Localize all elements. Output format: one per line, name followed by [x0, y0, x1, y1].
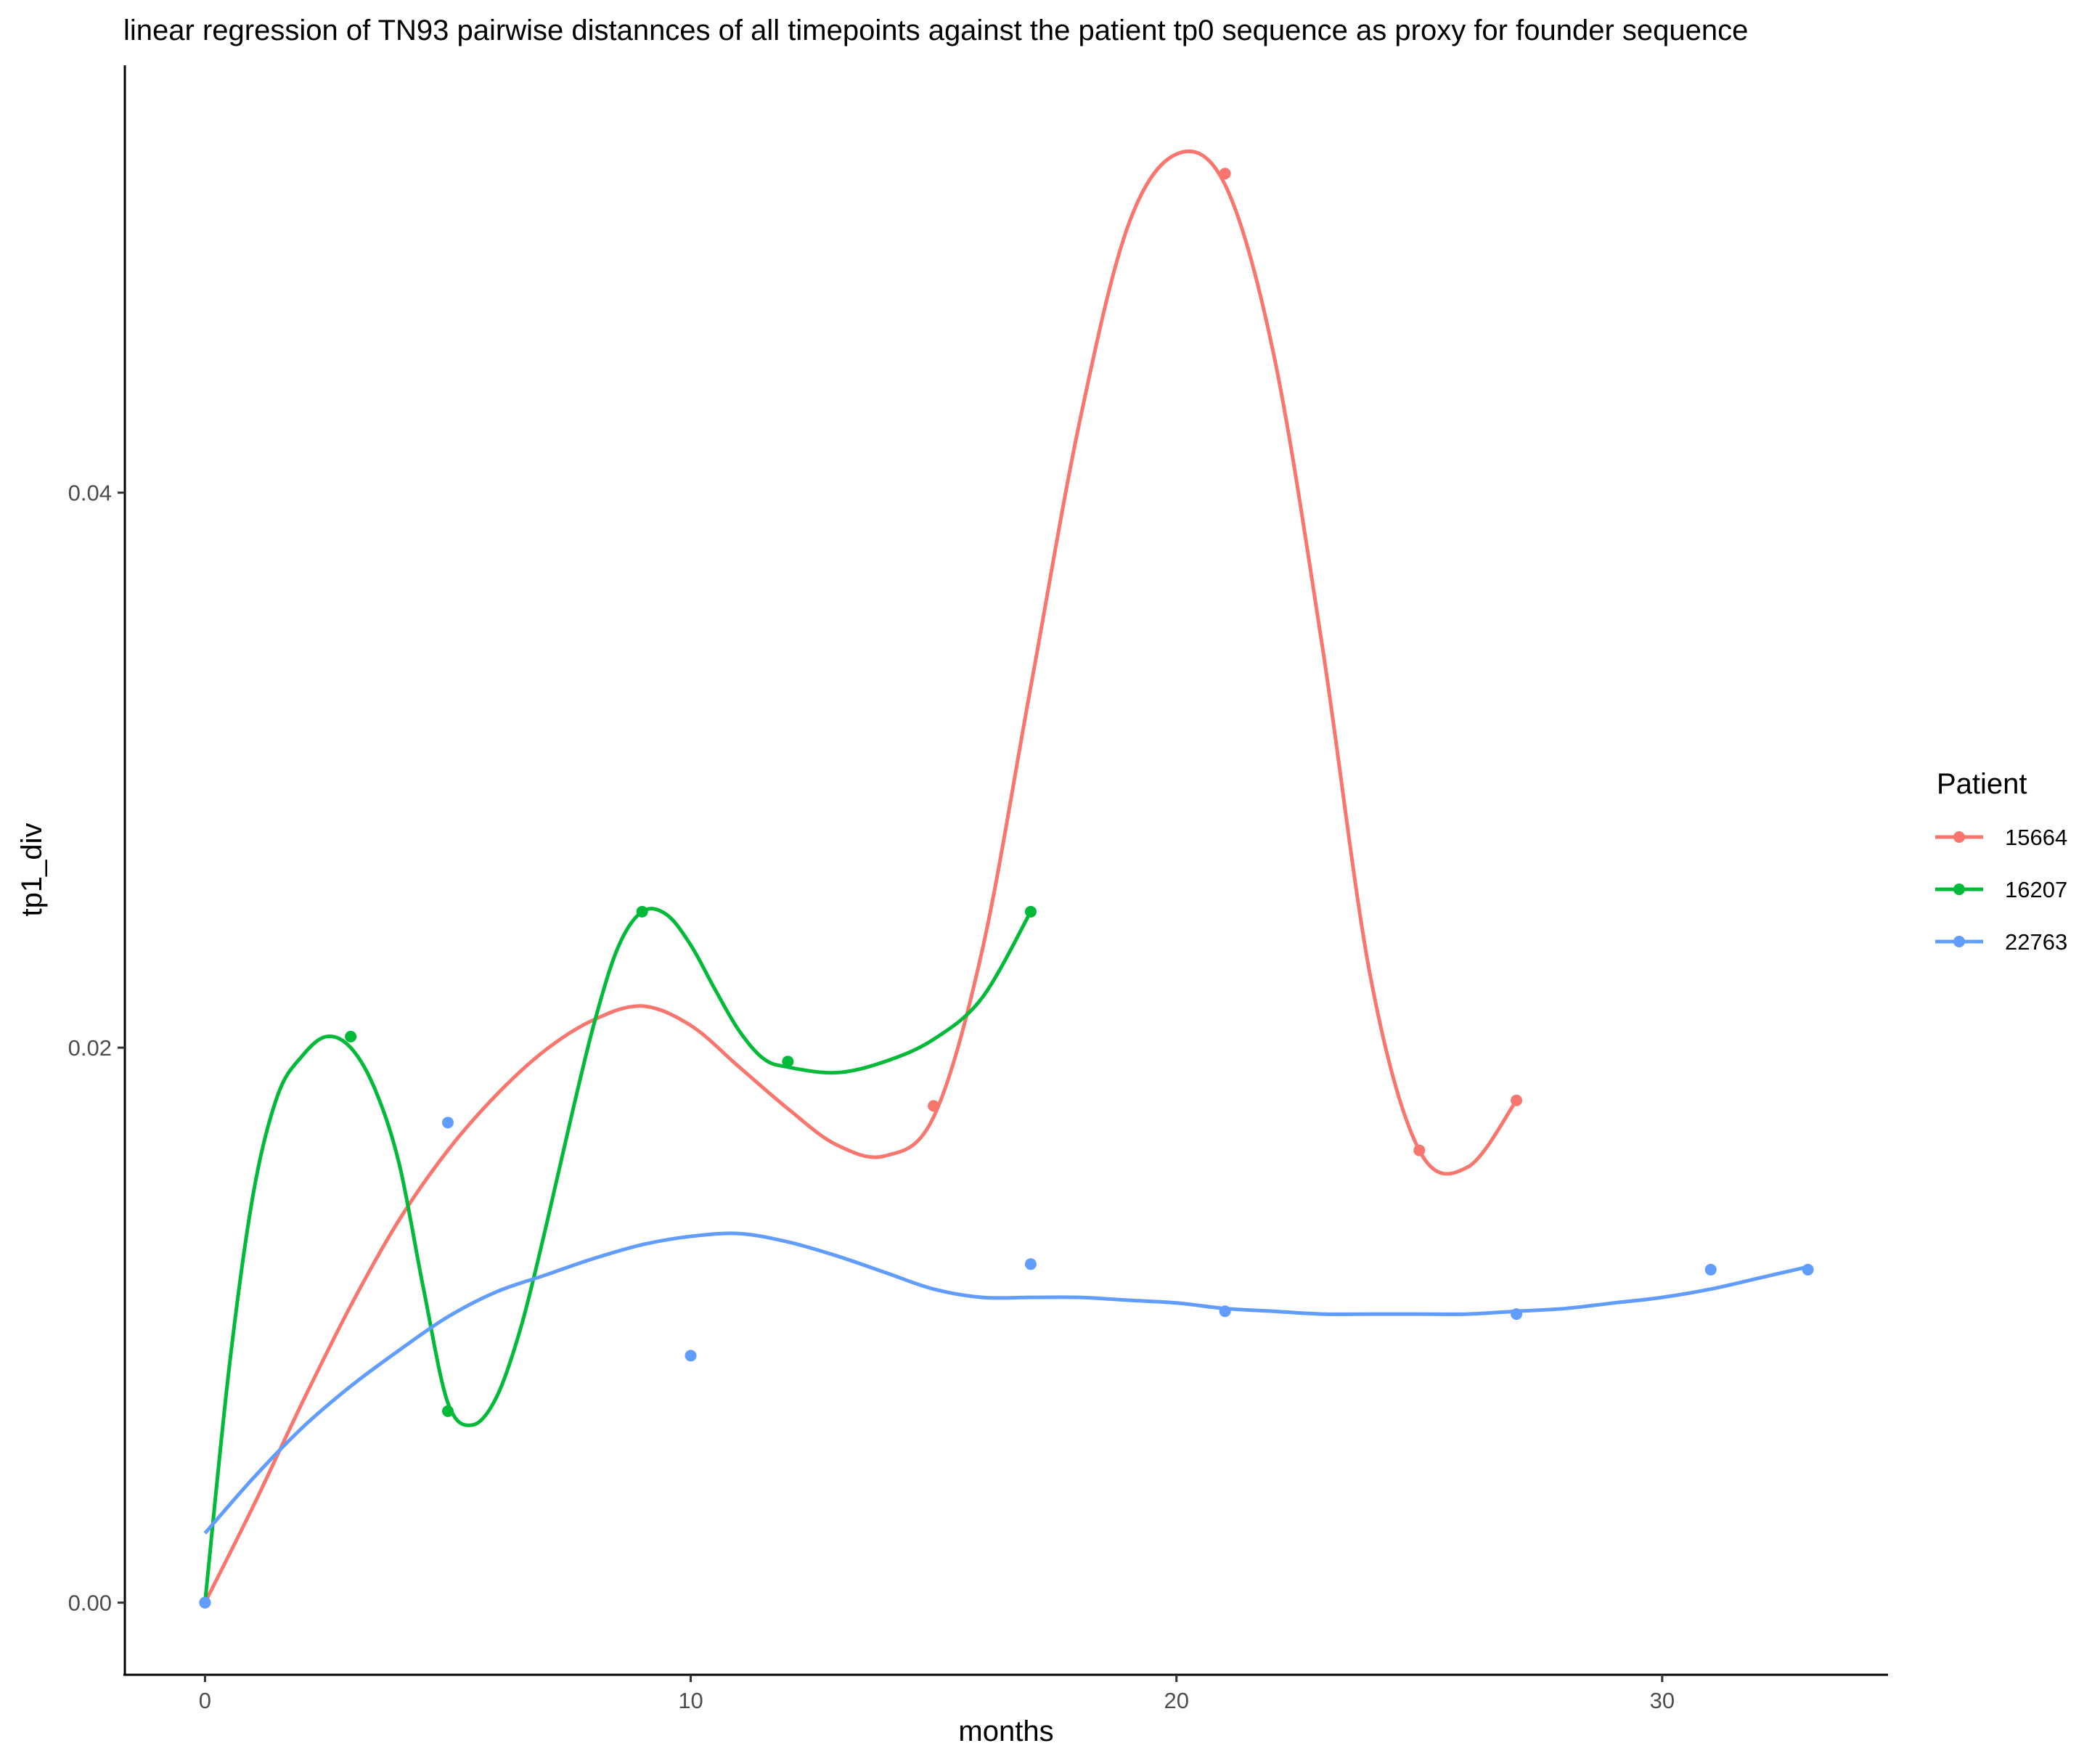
- y-tick-label: 0.02: [68, 1035, 112, 1061]
- series-layer: [199, 150, 1814, 1609]
- legend: Patient 15664 16207 22763: [1935, 768, 2067, 955]
- x-tick-label: 10: [678, 1688, 703, 1713]
- x-axis-ticks: 0 10 20 30: [199, 1675, 1675, 1713]
- series-22763: [199, 1117, 1814, 1609]
- legend-title: Patient: [1937, 768, 2027, 800]
- smooth-line: [203, 907, 1033, 1603]
- chart-title: linear regression of TN93 pairwise dista…: [123, 15, 1748, 46]
- smooth-line: [203, 150, 1519, 1604]
- smooth-line: [203, 1231, 1809, 1535]
- legend-label: 15664: [2005, 825, 2067, 850]
- legend-key-point: [1953, 883, 1965, 895]
- y-tick-label: 0.00: [68, 1591, 112, 1616]
- data-point: [199, 1596, 211, 1609]
- data-point: [1704, 1263, 1717, 1276]
- data-point: [685, 1350, 697, 1362]
- x-axis-title: months: [958, 1715, 1053, 1747]
- legend-label: 22763: [2005, 929, 2067, 955]
- legend-key-point: [1953, 831, 1965, 843]
- legend-items: 15664 16207 22763: [1935, 825, 2067, 955]
- legend-label: 16207: [2005, 877, 2067, 902]
- legend-item-15664: 15664: [1935, 825, 2067, 850]
- series-15664: [199, 150, 1523, 1609]
- data-point: [441, 1117, 454, 1129]
- x-tick-label: 0: [199, 1688, 211, 1713]
- legend-item-16207: 16207: [1935, 877, 2067, 902]
- legend-item-22763: 22763: [1935, 929, 2067, 955]
- x-tick-label: 20: [1164, 1688, 1188, 1713]
- y-axis-title: tp1_div: [16, 823, 48, 917]
- plot-panel: [123, 65, 1888, 1676]
- legend-key-point: [1953, 936, 1965, 947]
- x-tick-label: 30: [1650, 1688, 1675, 1713]
- data-point: [345, 1030, 357, 1042]
- data-point: [782, 1056, 794, 1068]
- y-axis-ticks: 0.00 0.02 0.04: [68, 481, 125, 1616]
- data-point: [1024, 1258, 1037, 1270]
- y-tick-label: 0.04: [68, 481, 112, 506]
